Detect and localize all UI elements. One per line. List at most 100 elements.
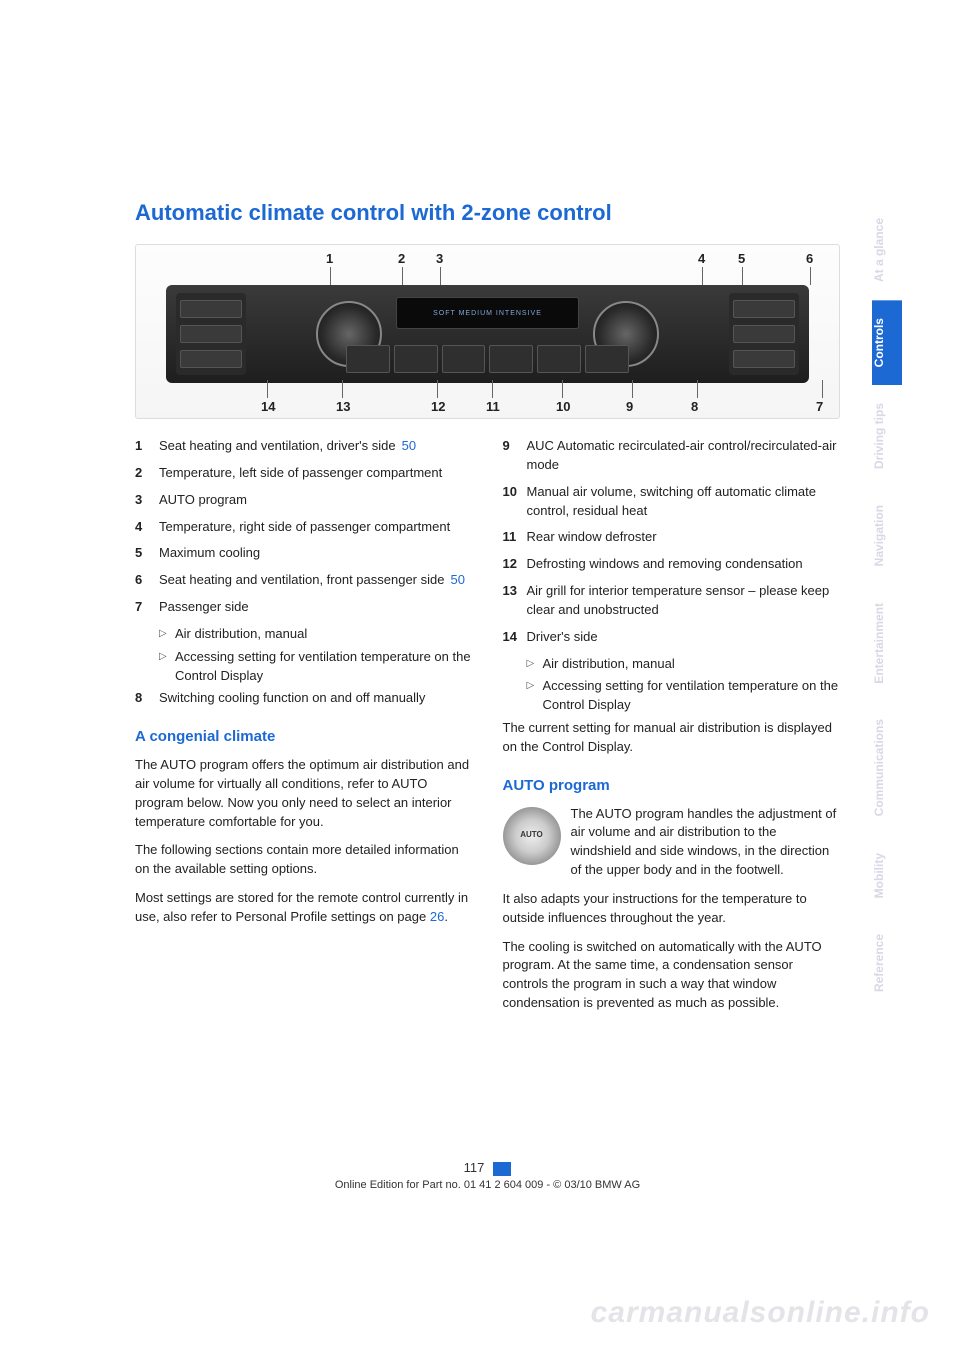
legend-text: Driver's side (527, 628, 841, 647)
legend-text: Maximum cooling (159, 544, 473, 563)
legend-num: 2 (135, 464, 159, 483)
legend-subitem: ▷Air distribution, manual (159, 625, 473, 644)
legend-num: 10 (503, 483, 527, 521)
legend-num: 14 (503, 628, 527, 647)
page-ref[interactable]: 50 (402, 438, 416, 453)
legend-num: 11 (503, 528, 527, 547)
page-content: Automatic climate control with 2-zone co… (135, 200, 840, 1023)
legend-text: Switching cooling function on and off ma… (159, 689, 473, 708)
body-text: The cooling is switched on automatically… (503, 938, 841, 1013)
legend-columns: 1Seat heating and ventilation, driver's … (135, 437, 840, 1023)
body-text: The AUTO program offers the optimum air … (135, 756, 473, 831)
panel-display: SOFT MEDIUM INTENSIVE (396, 297, 579, 329)
legend-subtext: Air distribution, manual (175, 625, 307, 644)
legend-num: 8 (135, 689, 159, 708)
legend-item-1: 1Seat heating and ventilation, driver's … (135, 437, 473, 456)
legend-item-7: 7Passenger side (135, 598, 473, 617)
legend-num: 12 (503, 555, 527, 574)
callout-9: 9 (626, 399, 633, 414)
footer-line: Online Edition for Part no. 01 41 2 604 … (335, 1179, 640, 1191)
legend-text: Rear window defroster (527, 528, 841, 547)
tab-communications[interactable]: Communications (872, 701, 902, 834)
legend-subitem: ▷Air distribution, manual (527, 655, 841, 674)
legend-text: Temperature, left side of passenger comp… (159, 464, 473, 483)
legend-num: 6 (135, 571, 159, 590)
legend-subitem: ▷Accessing setting for ventilation tempe… (527, 677, 841, 715)
body-text: The current setting for manual air distr… (503, 719, 841, 757)
legend-text: Air grill for interior temperature senso… (527, 582, 841, 620)
legend-num: 13 (503, 582, 527, 620)
legend-text: Manual air volume, switching off automat… (527, 483, 841, 521)
legend-text: Defrosting windows and removing condensa… (527, 555, 841, 574)
tab-controls[interactable]: Controls (872, 300, 902, 385)
callout-1: 1 (326, 251, 333, 266)
triangle-icon: ▷ (159, 625, 175, 644)
triangle-icon: ▷ (527, 677, 543, 715)
triangle-icon: ▷ (527, 655, 543, 674)
legend-item-12: 12Defrosting windows and removing conden… (503, 555, 841, 574)
legend-item-6: 6Seat heating and ventilation, front pas… (135, 571, 473, 590)
legend-right: 9AUC Automatic recirculated-air control/… (503, 437, 841, 1023)
callout-13: 13 (336, 399, 350, 414)
legend-item-9: 9AUC Automatic recirculated-air control/… (503, 437, 841, 475)
button-row (346, 345, 629, 373)
legend-item-10: 10Manual air volume, switching off autom… (503, 483, 841, 521)
tab-reference[interactable]: Reference (872, 916, 902, 1010)
legend-subtext: Accessing setting for ventilation temper… (543, 677, 841, 715)
legend-num: 3 (135, 491, 159, 510)
legend-num: 5 (135, 544, 159, 563)
callout-5: 5 (738, 251, 745, 266)
body-text: The AUTO program handles the adjustment … (503, 805, 841, 880)
legend-num: 7 (135, 598, 159, 617)
legend-left: 1Seat heating and ventilation, driver's … (135, 437, 473, 1023)
legend-text: AUTO program (159, 491, 473, 510)
body-text: It also adapts your instructions for the… (503, 890, 841, 928)
legend-item-13: 13Air grill for interior temperature sen… (503, 582, 841, 620)
legend-num: 4 (135, 518, 159, 537)
legend-text: Temperature, right side of passenger com… (159, 518, 473, 537)
legend-item-8: 8Switching cooling function on and off m… (135, 689, 473, 708)
legend-num: 1 (135, 437, 159, 456)
legend-item-14: 14Driver's side (503, 628, 841, 647)
page-number-bar (493, 1162, 511, 1176)
endcap-right (729, 293, 799, 375)
page-ref[interactable]: 50 (450, 572, 464, 587)
page-title: Automatic climate control with 2-zone co… (135, 200, 840, 226)
triangle-icon: ▷ (159, 648, 175, 686)
legend-subtext: Air distribution, manual (543, 655, 675, 674)
legend-text: AUC Automatic recirculated-air control/r… (527, 437, 841, 475)
auto-heading: AUTO program (503, 775, 841, 797)
legend-text: Seat heating and ventilation, front pass… (159, 571, 473, 590)
congenial-heading: A congenial climate (135, 726, 473, 748)
side-tabs: At a glanceControlsDriving tipsNavigatio… (872, 200, 902, 1010)
callout-10: 10 (556, 399, 570, 414)
legend-subtext: Accessing setting for ventilation temper… (175, 648, 473, 686)
page-number: 117 (464, 1160, 485, 1175)
callout-11: 11 (486, 399, 500, 414)
body-text: The following sections contain more deta… (135, 841, 473, 879)
tab-navigation[interactable]: Navigation (872, 487, 902, 584)
climate-panel-diagram: SOFT MEDIUM INTENSIVE 123456141312111098… (135, 244, 840, 419)
endcap-left (176, 293, 246, 375)
auto-knob-icon (503, 807, 561, 865)
tab-driving-tips[interactable]: Driving tips (872, 385, 902, 487)
callout-14: 14 (261, 399, 275, 414)
panel-body: SOFT MEDIUM INTENSIVE (166, 285, 809, 383)
page-ref[interactable]: 26 (430, 909, 444, 924)
callout-6: 6 (806, 251, 813, 266)
callout-7: 7 (816, 399, 823, 414)
tab-entertainment[interactable]: Entertainment (872, 585, 902, 702)
legend-num: 9 (503, 437, 527, 475)
callout-3: 3 (436, 251, 443, 266)
callout-2: 2 (398, 251, 405, 266)
legend-item-5: 5Maximum cooling (135, 544, 473, 563)
body-text: Most settings are stored for the remote … (135, 889, 473, 927)
tab-at-a-glance[interactable]: At a glance (872, 200, 902, 300)
legend-item-11: 11Rear window defroster (503, 528, 841, 547)
page-footer: 117 Online Edition for Part no. 01 41 2 … (135, 1160, 840, 1191)
legend-text: Passenger side (159, 598, 473, 617)
callout-8: 8 (691, 399, 698, 414)
tab-mobility[interactable]: Mobility (872, 835, 902, 916)
legend-text: Seat heating and ventilation, driver's s… (159, 437, 473, 456)
watermark: carmanualsonline.info (591, 1296, 930, 1330)
